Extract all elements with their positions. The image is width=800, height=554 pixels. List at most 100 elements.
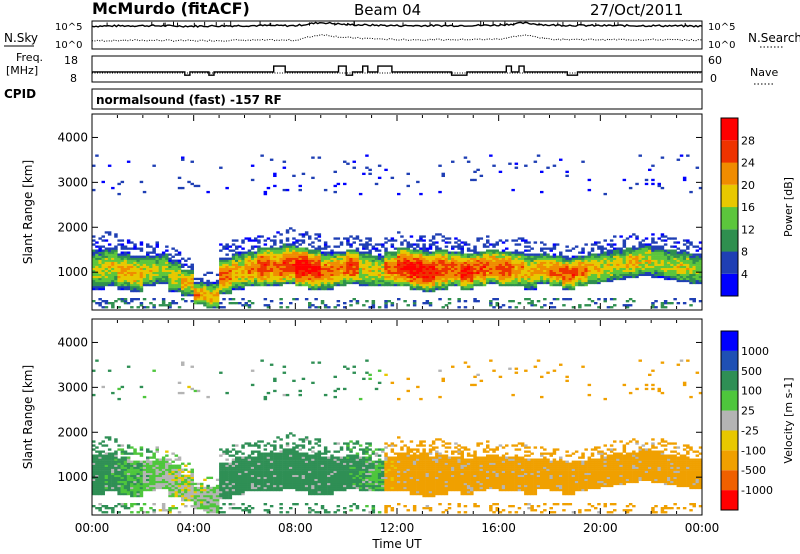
velocity-cell xyxy=(117,482,121,486)
beam-title: Beam 04 xyxy=(354,1,421,19)
power-cell xyxy=(273,277,277,281)
power-cell xyxy=(190,285,194,289)
power-cell xyxy=(473,273,477,277)
power-cell xyxy=(644,178,649,182)
power-cell xyxy=(632,233,636,236)
velocity-cell xyxy=(120,492,125,496)
power-cell xyxy=(168,289,172,293)
power-cell xyxy=(438,271,442,275)
power-cell xyxy=(257,261,261,264)
power-cell xyxy=(111,251,115,254)
power-cell xyxy=(181,277,185,281)
velocity-cell xyxy=(136,476,140,480)
power-cell xyxy=(314,255,318,258)
power-cell xyxy=(625,261,630,264)
power-cell xyxy=(276,281,280,285)
velocity-cell xyxy=(98,452,102,455)
power-cell xyxy=(235,267,239,271)
power-cell xyxy=(470,273,474,277)
power-cell xyxy=(161,257,166,260)
power-cell xyxy=(146,271,150,275)
power-cell xyxy=(695,273,700,277)
velocity-cell xyxy=(126,460,131,463)
power-cell xyxy=(514,263,519,266)
power-cell xyxy=(104,247,109,250)
power-cell xyxy=(463,285,468,289)
power-cell xyxy=(247,239,252,242)
power-cell xyxy=(235,273,239,277)
power-cell xyxy=(362,261,366,264)
power-cell xyxy=(193,302,198,305)
power-cell xyxy=(355,255,360,258)
power-cell xyxy=(219,287,223,291)
power-cell xyxy=(530,269,534,273)
power-cell xyxy=(193,287,198,291)
power-cell xyxy=(142,190,147,194)
power-cell xyxy=(530,285,534,289)
velocity-cell xyxy=(139,452,144,455)
power-cell xyxy=(552,253,557,256)
power-cell xyxy=(317,265,322,269)
power-cell xyxy=(250,277,255,281)
power-cell xyxy=(619,253,623,256)
power-cell xyxy=(628,186,633,190)
power-cell xyxy=(552,281,557,285)
velocity-cell xyxy=(219,454,223,457)
power-cell xyxy=(590,257,595,260)
power-cell xyxy=(676,269,681,273)
power-cell xyxy=(314,285,318,289)
power-cell xyxy=(530,267,534,271)
power-cell xyxy=(279,271,283,275)
power-cell xyxy=(533,263,538,266)
power-cell xyxy=(505,255,509,258)
power-cell xyxy=(406,241,410,244)
power-cell xyxy=(686,265,690,269)
velocity-cell xyxy=(133,486,137,490)
velocity-cell xyxy=(215,492,220,496)
power-cell xyxy=(555,279,560,283)
power-cell xyxy=(273,269,277,273)
power-cell xyxy=(206,285,210,289)
velocity-cell xyxy=(196,503,201,506)
power-cell xyxy=(435,265,439,269)
power-cell xyxy=(374,275,379,279)
velocity-cell xyxy=(146,484,150,488)
power-cell xyxy=(524,273,528,277)
velocity-cell xyxy=(92,460,96,463)
power-cell xyxy=(390,259,395,262)
power-cell xyxy=(95,281,99,285)
power-cell xyxy=(333,237,337,240)
power-cell xyxy=(466,285,471,289)
power-cell xyxy=(358,253,363,256)
power-cell xyxy=(371,263,376,266)
power-cell xyxy=(670,261,674,264)
velocity-cell xyxy=(158,478,163,482)
power-cell xyxy=(409,287,414,291)
power-cell xyxy=(343,281,347,285)
power-cell xyxy=(549,257,553,260)
power-cell xyxy=(171,261,175,264)
power-cell xyxy=(174,271,179,275)
power-cell xyxy=(441,287,445,291)
power-cell xyxy=(663,243,668,246)
power-cell xyxy=(492,249,496,252)
power-cell xyxy=(352,279,356,283)
power-cell xyxy=(276,231,280,234)
power-cell xyxy=(578,259,582,262)
power-cell xyxy=(412,247,417,250)
power-cell xyxy=(590,279,595,283)
power-cell xyxy=(339,251,344,254)
power-cell xyxy=(247,277,252,281)
power-cell xyxy=(686,241,690,244)
power-cell xyxy=(123,265,128,269)
power-cell xyxy=(126,255,131,258)
power-cell xyxy=(371,271,376,275)
power-cell xyxy=(673,298,677,301)
power-cell xyxy=(219,243,223,246)
power-cell xyxy=(590,255,595,258)
power-cell xyxy=(184,259,188,262)
power-cell xyxy=(228,265,233,269)
power-cell xyxy=(365,243,369,246)
power-cell xyxy=(641,245,646,248)
power-cell xyxy=(266,257,271,260)
